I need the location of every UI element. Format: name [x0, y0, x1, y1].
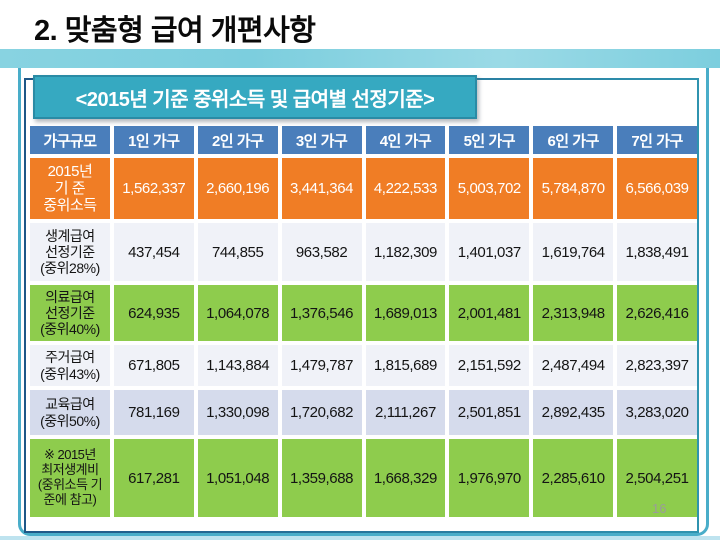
table-value-cell: 1,562,337 — [113, 158, 194, 219]
table-value-cell: 624,935 — [113, 285, 194, 341]
table-value-cell: 3,283,020 — [617, 390, 697, 435]
slide-title: 2. 맞춤형 급여 개편사항 — [34, 15, 316, 47]
table-value-cell: 5,784,870 — [533, 158, 614, 219]
table-header-cell-2person: 2인 가구 — [197, 126, 278, 154]
bottom-accent-strip — [0, 536, 720, 540]
table-value-cell: 744,855 — [197, 223, 278, 281]
row-label-education-benefit: 교육급여 (중위50%) — [30, 390, 110, 435]
top-accent-band — [0, 49, 720, 68]
table-value-cell: 1,815,689 — [365, 345, 446, 386]
table-value-cell: 617,281 — [113, 439, 194, 517]
table-value-cell: 1,143,884 — [197, 345, 278, 386]
table-value-cell: 1,401,037 — [449, 223, 530, 281]
table-value-cell: 2,111,267 — [365, 390, 446, 435]
table-value-cell: 2,892,435 — [533, 390, 614, 435]
table-header-cell-6person: 6인 가구 — [533, 126, 614, 154]
table-value-cell: 1,182,309 — [365, 223, 446, 281]
table-header-cell-1person: 1인 가구 — [113, 126, 194, 154]
subtitle-text: <2015년 기준 중위소득 및 급여별 선정기준> — [75, 88, 435, 111]
table-value-cell: 1,051,048 — [197, 439, 278, 517]
table-value-cell: 437,454 — [113, 223, 194, 281]
table-value-cell: 4,222,533 — [365, 158, 446, 219]
subtitle-box: <2015년 기준 중위소득 및 급여별 선정기준> — [33, 75, 477, 119]
table-value-cell: 1,479,787 — [281, 345, 362, 386]
row-label-livelihood-benefit: 생계급여 선정기준 (중위28%) — [30, 223, 110, 281]
table-header-cell-4person: 4인 가구 — [365, 126, 446, 154]
table-value-cell: 2,001,481 — [449, 285, 530, 341]
table-header-cell-7person: 7인 가구 — [617, 126, 697, 154]
table-value-cell: 1,689,013 — [365, 285, 446, 341]
table-value-cell: 2,151,592 — [449, 345, 530, 386]
table-value-cell: 1,330,098 — [197, 390, 278, 435]
table-value-cell: 6,566,039 — [617, 158, 697, 219]
table-value-cell: 2,504,251 — [617, 439, 697, 517]
table-value-cell: 2,501,851 — [449, 390, 530, 435]
table-value-cell: 1,064,078 — [197, 285, 278, 341]
table-value-cell: 1,668,329 — [365, 439, 446, 517]
table-value-cell: 2,313,948 — [533, 285, 614, 341]
row-label-median-income: 2015년 기 준 중위소득 — [30, 158, 110, 219]
table-value-cell: 2,823,397 — [617, 345, 697, 386]
table-value-cell: 781,169 — [113, 390, 194, 435]
table-value-cell: 5,003,702 — [449, 158, 530, 219]
table-value-cell: 963,582 — [281, 223, 362, 281]
table-value-cell: 2,626,416 — [617, 285, 697, 341]
row-label-housing-benefit: 주거급여 (중위43%) — [30, 345, 110, 386]
table-value-cell: 1,720,682 — [281, 390, 362, 435]
row-label-medical-benefit: 의료급여 선정기준 (중위40%) — [30, 285, 110, 341]
table-value-cell: 2,285,610 — [533, 439, 614, 517]
table-value-cell: 1,838,491 — [617, 223, 697, 281]
table-value-cell: 2,487,494 — [533, 345, 614, 386]
table-header-cell-3person: 3인 가구 — [281, 126, 362, 154]
row-label-minimum-cost-of-living: ※ 2015년 최저생계비 (중위소득 기 준에 참고) — [30, 439, 110, 517]
table-value-cell: 671,805 — [113, 345, 194, 386]
table-header-cell-5person: 5인 가구 — [449, 126, 530, 154]
table-header-cell-household-size: 가구규모 — [30, 126, 110, 154]
table-value-cell: 2,660,196 — [197, 158, 278, 219]
table-value-cell: 1,359,688 — [281, 439, 362, 517]
selection-criteria-table: 가구규모 1인 가구 2인 가구 3인 가구 4인 가구 5인 가구 6인 가구… — [30, 126, 697, 517]
table-value-cell: 1,376,546 — [281, 285, 362, 341]
table-value-cell: 1,976,970 — [449, 439, 530, 517]
page-number: 16 — [652, 501, 667, 516]
table-value-cell: 1,619,764 — [533, 223, 614, 281]
table-value-cell: 3,441,364 — [281, 158, 362, 219]
